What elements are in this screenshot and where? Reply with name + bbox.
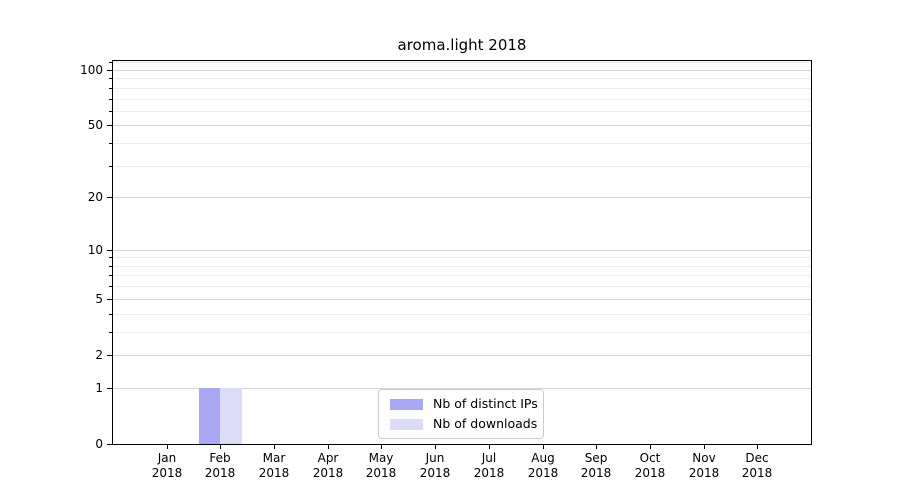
y-tick-label: 20 — [87, 190, 103, 204]
x-tick-label: Feb 2018 — [204, 451, 236, 480]
y-minor-tick — [109, 99, 112, 100]
minor-gridline — [113, 143, 811, 144]
y-minor-tick — [109, 143, 112, 144]
major-gridline — [113, 355, 811, 356]
y-tick-label: 5 — [95, 292, 103, 306]
legend-item-distinct-ips: Nb of distinct IPs — [390, 397, 538, 411]
bar-distinct-ips — [198, 387, 221, 444]
y-tick-label: 50 — [87, 118, 103, 132]
y-tick — [107, 388, 112, 389]
x-tick-label: Nov 2018 — [688, 451, 720, 480]
x-tick — [274, 445, 275, 449]
x-tick-label: Oct 2018 — [634, 451, 666, 480]
y-minor-tick — [109, 166, 112, 167]
x-tick — [489, 445, 490, 449]
minor-gridline — [113, 286, 811, 287]
x-tick — [704, 445, 705, 449]
x-tick — [435, 445, 436, 449]
x-tick-label: Jan 2018 — [151, 451, 183, 480]
y-minor-tick — [109, 88, 112, 89]
x-tick-label: Dec 2018 — [741, 451, 773, 480]
y-tick — [107, 444, 112, 445]
major-gridline — [113, 197, 811, 198]
legend-swatch-downloads — [390, 418, 423, 430]
x-tick — [596, 445, 597, 449]
major-gridline — [113, 388, 811, 389]
y-minor-tick — [109, 314, 112, 315]
y-minor-tick — [109, 111, 112, 112]
y-tick-label: 1 — [95, 381, 103, 395]
legend-label-distinct-ips: Nb of distinct IPs — [433, 396, 538, 411]
x-tick-label: Jul 2018 — [473, 451, 505, 480]
y-tick — [107, 125, 112, 126]
y-minor-tick — [109, 62, 112, 63]
y-minor-tick — [109, 257, 112, 258]
minor-gridline — [113, 266, 811, 267]
legend-label-downloads: Nb of downloads — [433, 416, 538, 431]
major-gridline — [113, 70, 811, 71]
minor-gridline — [113, 166, 811, 167]
y-tick-label: 0 — [95, 437, 103, 451]
x-tick — [650, 445, 651, 449]
x-tick-label: Mar 2018 — [258, 451, 290, 480]
y-tick-label: 10 — [87, 243, 103, 257]
legend: Nb of distinct IPs Nb of downloads — [378, 389, 544, 439]
bar-downloads — [220, 387, 242, 444]
y-tick — [107, 355, 112, 356]
major-gridline — [113, 250, 811, 251]
minor-gridline — [113, 88, 811, 89]
x-tick-label: Aug 2018 — [527, 451, 559, 480]
x-tick — [167, 445, 168, 449]
x-tick — [543, 445, 544, 449]
minor-gridline — [113, 99, 811, 100]
minor-gridline — [113, 332, 811, 333]
x-tick-label: May 2018 — [365, 451, 397, 480]
legend-item-downloads: Nb of downloads — [390, 417, 537, 431]
y-tick-label: 100 — [80, 63, 103, 77]
x-tick-label: Sep 2018 — [580, 451, 612, 480]
y-minor-tick — [109, 332, 112, 333]
y-minor-tick — [109, 286, 112, 287]
y-minor-tick — [109, 275, 112, 276]
minor-gridline — [113, 111, 811, 112]
x-tick — [381, 445, 382, 449]
y-tick — [107, 250, 112, 251]
y-tick — [107, 70, 112, 71]
x-tick — [757, 445, 758, 449]
major-gridline — [113, 125, 811, 126]
x-tick-label: Jun 2018 — [419, 451, 451, 480]
plot-area — [112, 60, 812, 445]
minor-gridline — [113, 275, 811, 276]
minor-gridline — [113, 314, 811, 315]
x-tick-label: Apr 2018 — [312, 451, 344, 480]
minor-gridline — [113, 78, 811, 79]
major-gridline — [113, 299, 811, 300]
y-tick — [107, 299, 112, 300]
y-minor-tick — [109, 266, 112, 267]
chart-title: aroma.light 2018 — [397, 36, 527, 54]
y-tick-label: 2 — [95, 348, 103, 362]
minor-gridline — [113, 62, 811, 63]
y-tick — [107, 197, 112, 198]
legend-swatch-distinct-ips — [390, 398, 423, 410]
x-tick — [328, 445, 329, 449]
minor-gridline — [113, 257, 811, 258]
x-tick — [220, 445, 221, 449]
y-minor-tick — [109, 78, 112, 79]
